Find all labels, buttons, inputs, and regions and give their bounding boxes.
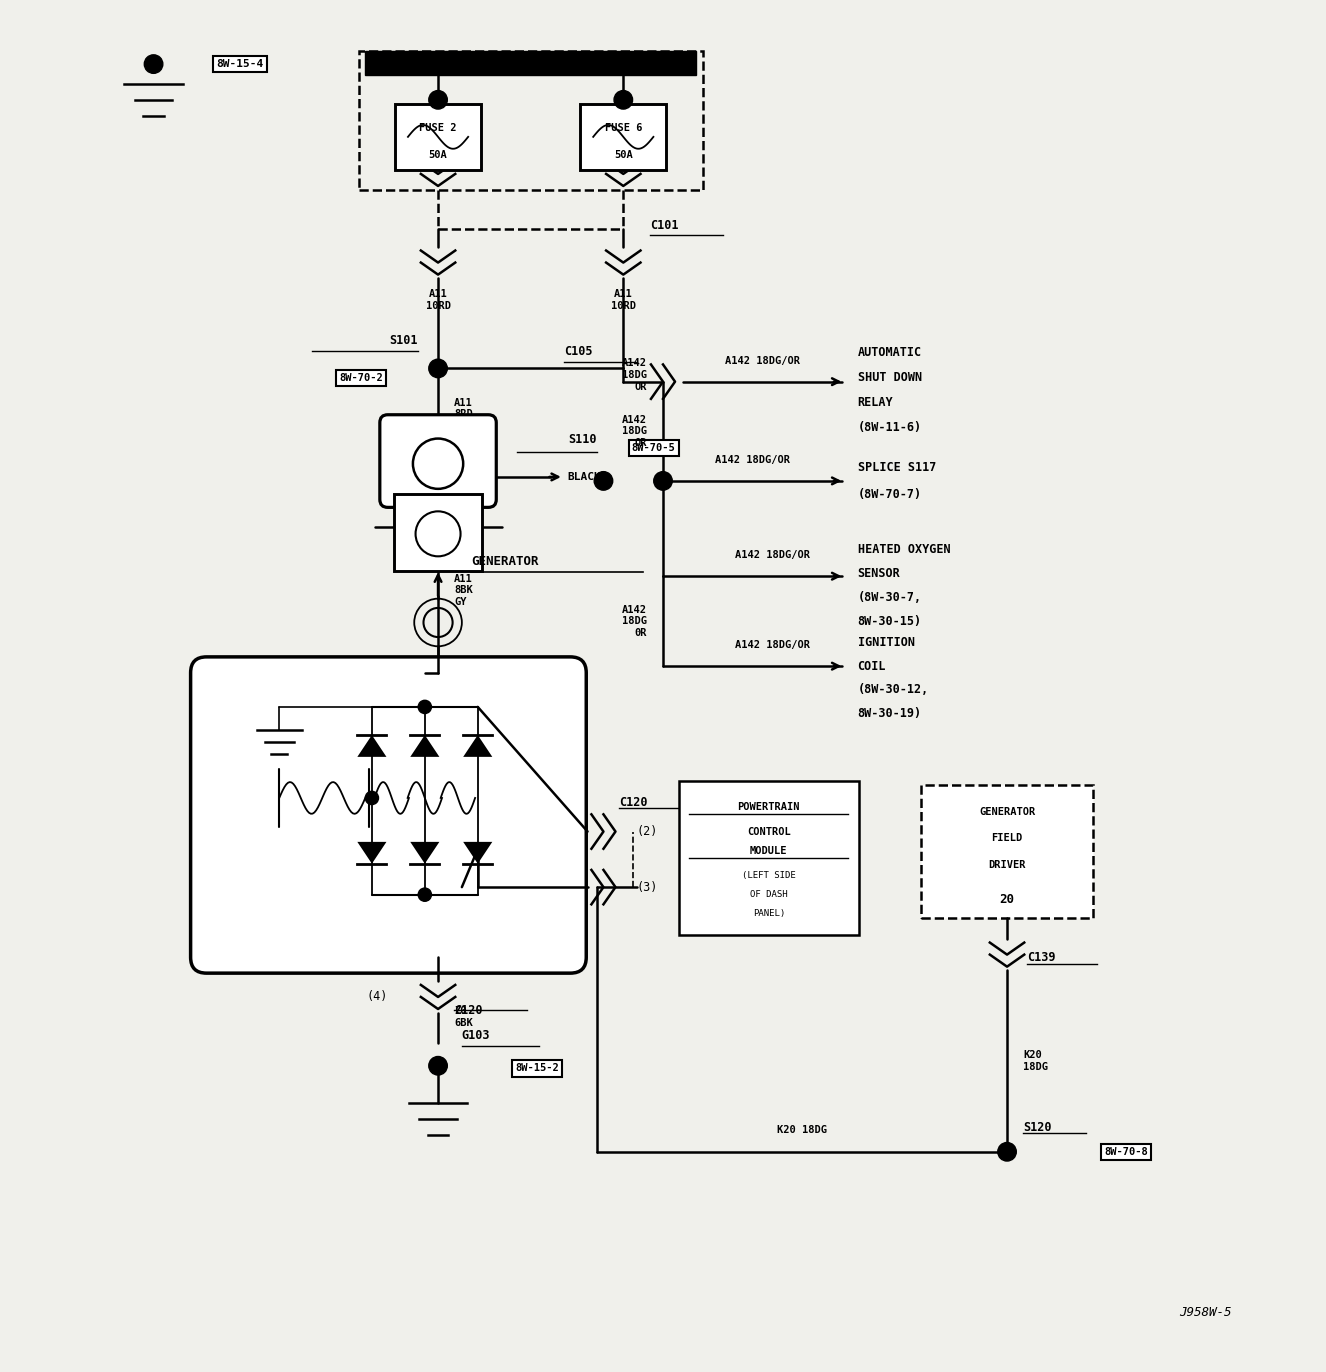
Text: 8W-15-2: 8W-15-2: [516, 1063, 560, 1073]
Polygon shape: [357, 842, 386, 864]
Text: 8W-30-15): 8W-30-15): [858, 615, 922, 627]
Text: S120: S120: [1022, 1121, 1052, 1135]
Text: (4): (4): [366, 991, 387, 1003]
Text: DRIVER: DRIVER: [988, 860, 1026, 870]
Text: S110: S110: [569, 434, 597, 446]
FancyBboxPatch shape: [379, 414, 496, 508]
Bar: [358, 51, 703, 189]
Text: AUTOMATIC: AUTOMATIC: [858, 346, 922, 359]
Text: A142 18DG/OR: A142 18DG/OR: [735, 641, 810, 650]
Text: IGNITION: IGNITION: [858, 635, 915, 649]
Circle shape: [654, 472, 672, 490]
Circle shape: [428, 91, 447, 110]
Text: A11
10RD: A11 10RD: [426, 289, 451, 310]
Text: C139: C139: [1026, 951, 1055, 963]
Text: (8W-30-7,: (8W-30-7,: [858, 591, 922, 604]
Text: POWERTRAIN: POWERTRAIN: [737, 803, 800, 812]
Circle shape: [614, 91, 633, 110]
Text: FIELD: FIELD: [992, 833, 1022, 844]
Text: 8W-70-8: 8W-70-8: [1105, 1147, 1148, 1157]
Text: A142 18DG/OR: A142 18DG/OR: [715, 456, 790, 465]
Circle shape: [365, 792, 378, 804]
Text: A11
10RD: A11 10RD: [611, 289, 635, 310]
Bar: [581, 104, 666, 170]
Text: 8W-70-2: 8W-70-2: [339, 373, 383, 383]
Text: FUSE 6: FUSE 6: [605, 122, 642, 133]
Circle shape: [428, 359, 447, 377]
Text: COIL: COIL: [858, 660, 886, 672]
Circle shape: [418, 888, 431, 901]
Text: J958W-5: J958W-5: [1180, 1306, 1232, 1318]
Text: OF DASH: OF DASH: [751, 890, 788, 899]
Circle shape: [428, 1056, 447, 1076]
Text: K20 18DG: K20 18DG: [777, 1125, 827, 1135]
Text: 50A: 50A: [428, 151, 447, 161]
Text: S101: S101: [390, 335, 418, 347]
Text: C120: C120: [619, 796, 648, 809]
Text: (8W-30-12,: (8W-30-12,: [858, 683, 928, 697]
Text: C101: C101: [650, 220, 679, 232]
Text: MODULE: MODULE: [751, 845, 788, 856]
Text: G103: G103: [461, 1029, 491, 1041]
Circle shape: [418, 700, 431, 713]
Text: FUSE 2: FUSE 2: [419, 122, 456, 133]
Text: A11
8RD: A11 8RD: [453, 398, 472, 418]
Polygon shape: [410, 842, 439, 864]
Polygon shape: [357, 735, 386, 757]
Bar: [922, 785, 1093, 918]
Text: PANEL): PANEL): [753, 908, 785, 918]
Circle shape: [145, 55, 163, 73]
Bar: [365, 51, 696, 74]
FancyBboxPatch shape: [679, 781, 859, 934]
Text: A11
8BK
GY: A11 8BK GY: [453, 573, 472, 606]
Text: SPLICE S117: SPLICE S117: [858, 461, 936, 475]
Text: RELAY: RELAY: [858, 397, 894, 409]
Text: C105: C105: [564, 344, 593, 358]
Text: HEATED OXYGEN: HEATED OXYGEN: [858, 543, 951, 556]
Text: GENERATOR: GENERATOR: [979, 807, 1036, 816]
Text: 8W-15-4: 8W-15-4: [216, 59, 263, 69]
Text: BLACK: BLACK: [568, 472, 602, 482]
Text: Z0
6BK: Z0 6BK: [453, 1006, 472, 1028]
FancyBboxPatch shape: [191, 657, 586, 973]
Circle shape: [997, 1143, 1016, 1161]
Text: K20
18DG: K20 18DG: [1022, 1051, 1048, 1072]
Text: 50A: 50A: [614, 151, 633, 161]
Text: GENERATOR: GENERATOR: [471, 556, 538, 568]
Polygon shape: [410, 735, 439, 757]
Text: (8W-11-6): (8W-11-6): [858, 421, 922, 435]
Text: (2): (2): [636, 825, 658, 838]
Text: SHUT DOWN: SHUT DOWN: [858, 372, 922, 384]
Text: A142 18DG/OR: A142 18DG/OR: [735, 550, 810, 560]
Polygon shape: [463, 842, 492, 864]
Circle shape: [594, 472, 613, 490]
Text: 20: 20: [1000, 893, 1014, 906]
Bar: [394, 494, 481, 571]
Text: (8W-70-7): (8W-70-7): [858, 487, 922, 501]
Text: A142 18DG/OR: A142 18DG/OR: [725, 355, 800, 366]
Text: A142
18DG
OR: A142 18DG OR: [622, 358, 647, 391]
Text: C120: C120: [453, 1003, 483, 1017]
Text: 8W-30-19): 8W-30-19): [858, 708, 922, 720]
Text: (LEFT SIDE: (LEFT SIDE: [743, 871, 796, 879]
Polygon shape: [463, 735, 492, 757]
Text: A142
18DG
0R: A142 18DG 0R: [622, 605, 647, 638]
Text: CONTROL: CONTROL: [747, 827, 790, 837]
Text: SENSOR: SENSOR: [858, 567, 900, 580]
Text: A142
18DG
OR: A142 18DG OR: [622, 414, 647, 447]
Text: (3): (3): [636, 881, 658, 893]
Bar: [395, 104, 481, 170]
Text: 8W-70-5: 8W-70-5: [633, 443, 676, 453]
